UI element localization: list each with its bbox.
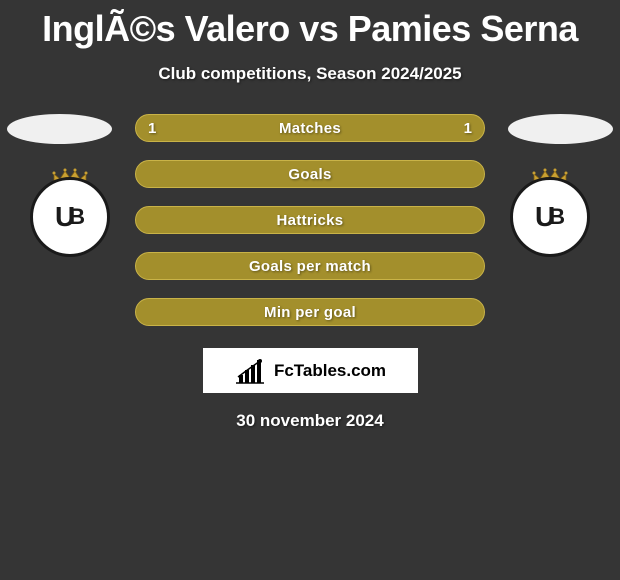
crest-letter-b: B xyxy=(69,204,85,230)
stat-bar-goals-per-match: Goals per match xyxy=(135,252,485,280)
stat-label: Matches xyxy=(279,120,341,137)
club-crest-right: U B xyxy=(500,172,600,257)
brand-badge[interactable]: FcTables.com xyxy=(203,348,418,393)
brand-name: FcTables.com xyxy=(274,361,386,381)
player-left-oval xyxy=(7,114,112,144)
page-title: InglÃ©s Valero vs Pamies Serna xyxy=(0,0,620,50)
comparison-panel: U B U B 1 Matches 1 xyxy=(0,114,620,431)
stat-right-value: 1 xyxy=(464,120,472,137)
date-text: 30 november 2024 xyxy=(0,411,620,431)
stat-label: Min per goal xyxy=(264,304,356,321)
stat-label: Hattricks xyxy=(277,212,344,229)
stat-bar-hattricks: Hattricks xyxy=(135,206,485,234)
stat-bars: 1 Matches 1 Goals Hattricks Goals per ma… xyxy=(135,114,485,326)
stat-label: Goals xyxy=(288,166,331,183)
stat-left-value: 1 xyxy=(148,120,156,137)
stat-bar-min-per-goal: Min per goal xyxy=(135,298,485,326)
bars-chart-icon xyxy=(234,357,270,385)
stat-label: Goals per match xyxy=(249,258,371,275)
club-crest-left: U B xyxy=(20,172,120,257)
player-right-oval xyxy=(508,114,613,144)
stat-bar-matches: 1 Matches 1 xyxy=(135,114,485,142)
crest-letter-b: B xyxy=(549,204,565,230)
subtitle: Club competitions, Season 2024/2025 xyxy=(0,64,620,84)
stat-bar-goals: Goals xyxy=(135,160,485,188)
